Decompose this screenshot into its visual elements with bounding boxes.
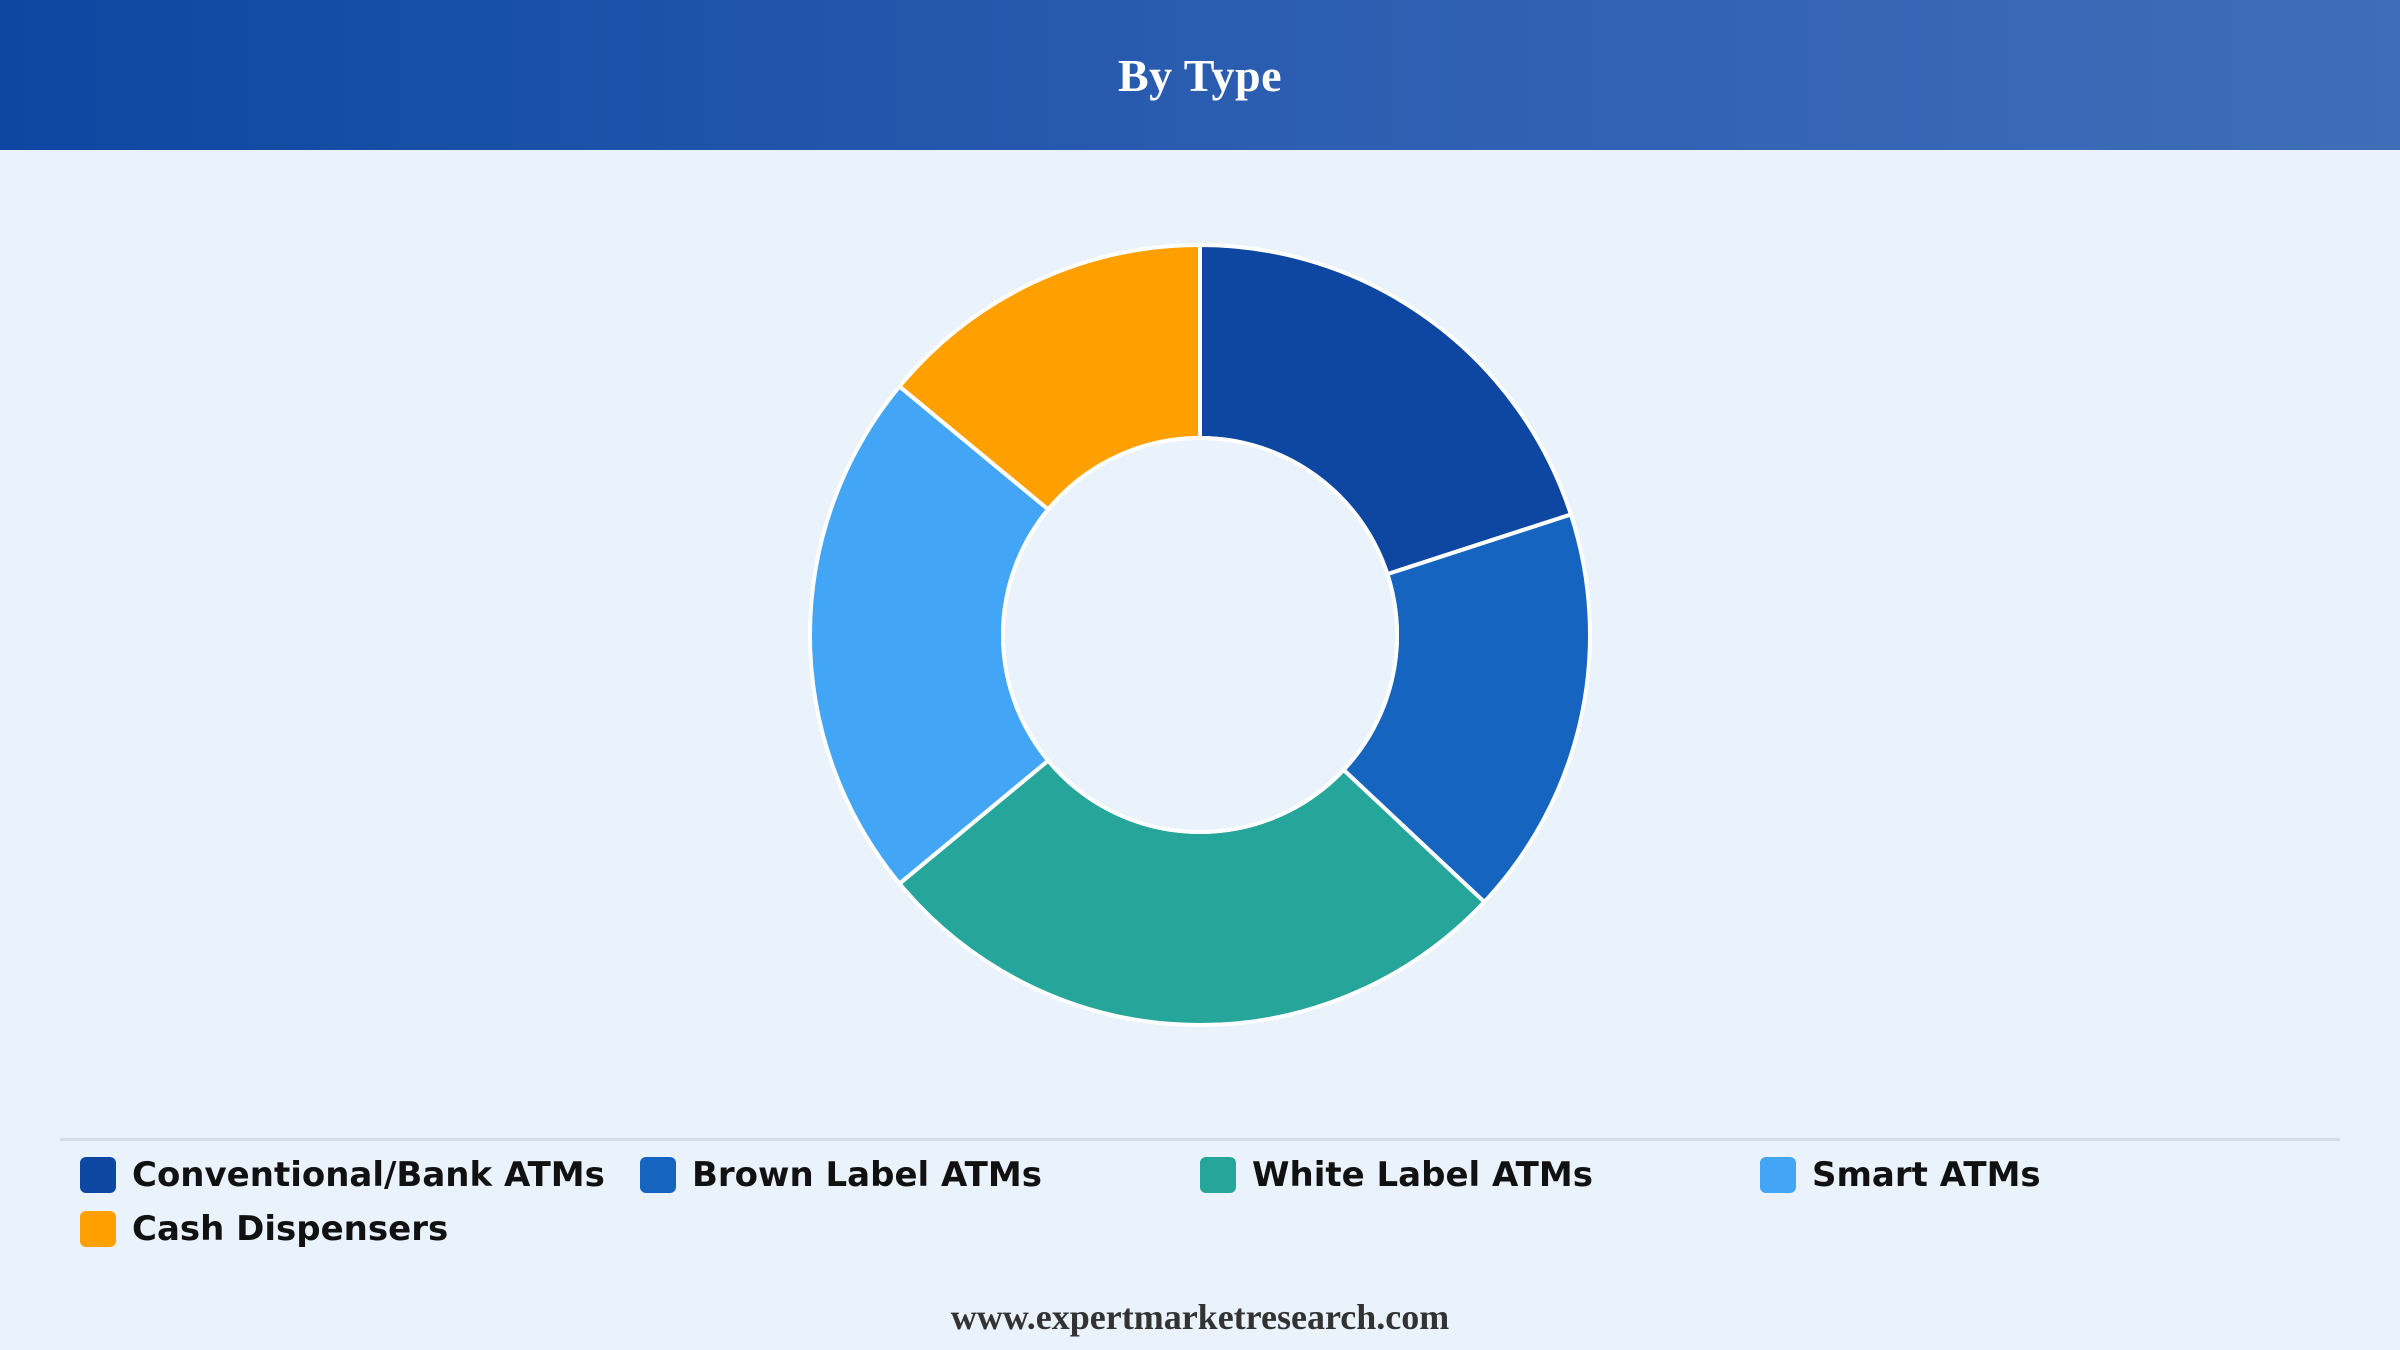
legend-swatch bbox=[1760, 1157, 1796, 1193]
donut-hole bbox=[1001, 436, 1399, 834]
legend-label: Brown Label ATMs bbox=[692, 1155, 1042, 1195]
source-footer: www.expertmarketresearch.com bbox=[950, 1297, 1450, 1337]
legend-label: White Label ATMs bbox=[1252, 1155, 1593, 1195]
legend: Conventional/Bank ATMs Brown Label ATMs … bbox=[80, 1155, 2340, 1249]
legend-label: Conventional/Bank ATMs bbox=[132, 1155, 605, 1195]
legend-label: Smart ATMs bbox=[1812, 1155, 2041, 1195]
chart-title: By Type bbox=[1117, 49, 1283, 101]
legend-item-cash-dispensers[interactable]: Cash Dispensers bbox=[80, 1209, 640, 1249]
legend-swatch bbox=[80, 1157, 116, 1193]
legend-divider bbox=[60, 1138, 2340, 1141]
legend-label: Cash Dispensers bbox=[132, 1209, 449, 1249]
legend-swatch bbox=[1200, 1157, 1236, 1193]
donut-chart bbox=[808, 243, 1592, 1027]
legend-swatch bbox=[80, 1211, 116, 1247]
legend-item-conventional-bank-atms[interactable]: Conventional/Bank ATMs bbox=[80, 1155, 640, 1195]
legend-swatch bbox=[640, 1157, 676, 1193]
legend-item-brown-label-atms[interactable]: Brown Label ATMs bbox=[640, 1155, 1200, 1195]
header-bar: By Type bbox=[0, 0, 2400, 150]
legend-item-white-label-atms[interactable]: White Label ATMs bbox=[1200, 1155, 1760, 1195]
legend-item-smart-atms[interactable]: Smart ATMs bbox=[1760, 1155, 2320, 1195]
